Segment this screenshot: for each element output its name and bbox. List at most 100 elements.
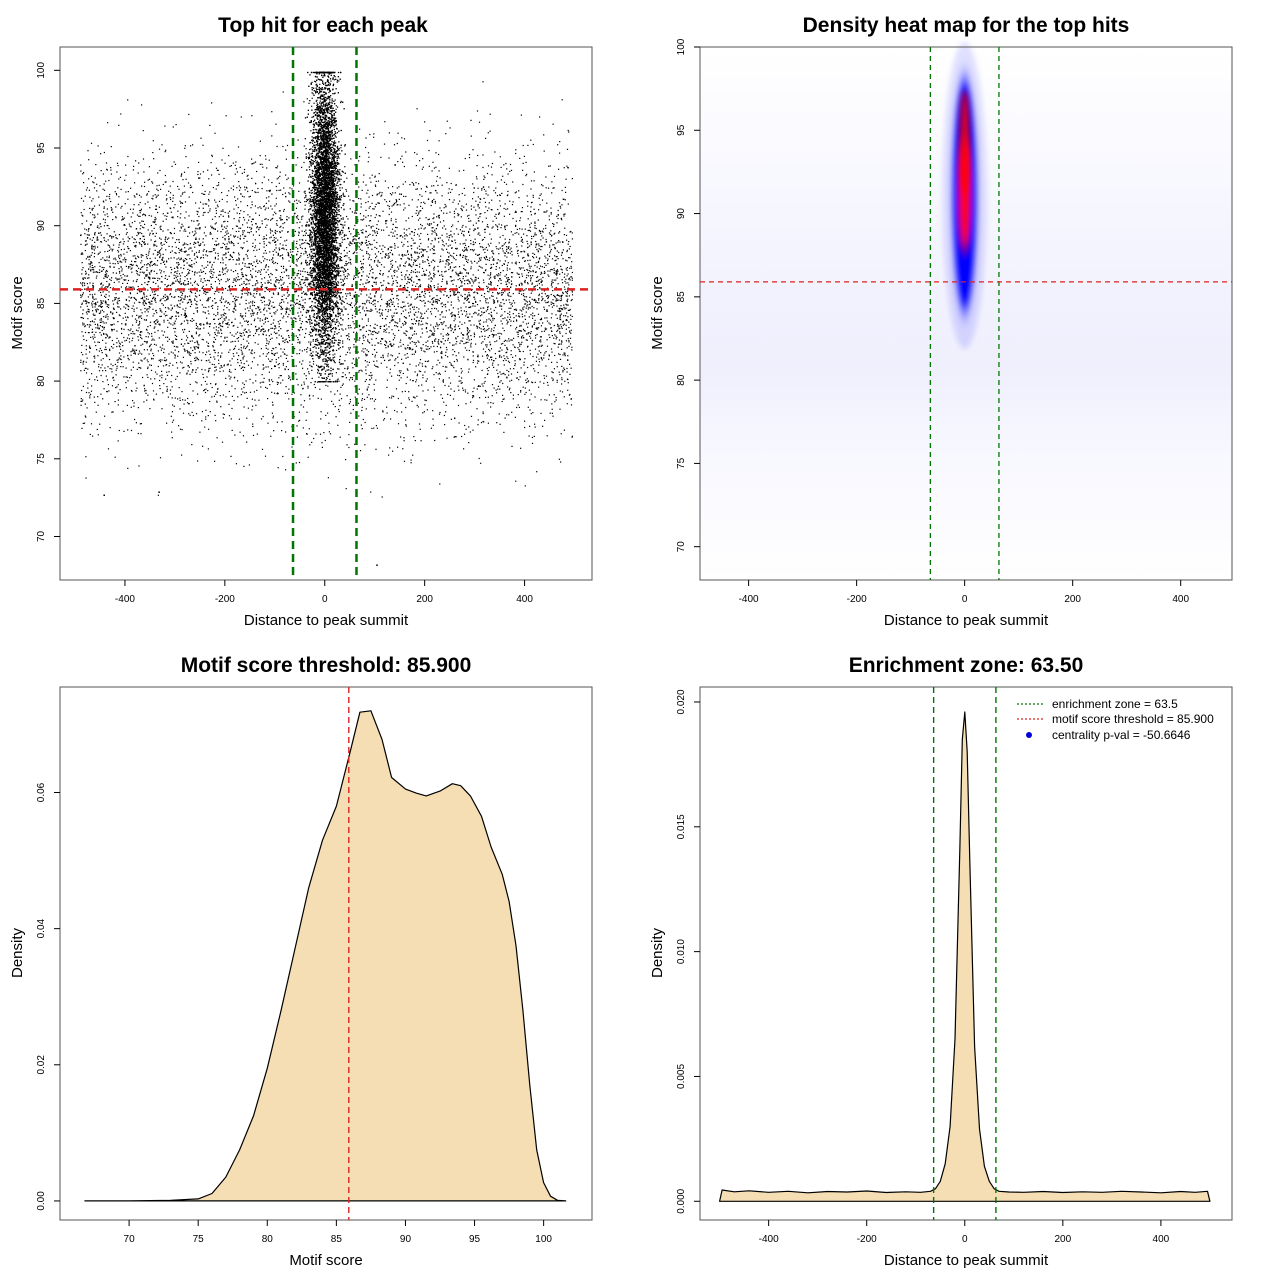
scatter-point	[347, 293, 349, 295]
scatter-point	[119, 346, 121, 348]
scatter-point	[415, 264, 417, 266]
scatter-point	[446, 259, 448, 261]
scatter-point	[112, 219, 114, 221]
scatter-point	[144, 300, 146, 302]
scatter-point	[534, 348, 537, 350]
scatter-point	[545, 257, 547, 259]
scatter-point	[386, 412, 388, 414]
scatter-point	[540, 357, 542, 359]
scatter-point	[303, 307, 305, 309]
scatter-point	[230, 341, 232, 343]
scatter-point	[163, 319, 165, 321]
scatter-point	[437, 310, 439, 312]
scatter-point	[226, 201, 228, 203]
scatter-point	[164, 238, 166, 240]
scatter-point	[296, 353, 298, 355]
scatter-point	[509, 314, 511, 316]
scatter-point	[535, 301, 537, 303]
scatter-point	[511, 379, 513, 381]
scatter-point	[309, 169, 311, 171]
scatter-point	[400, 436, 402, 438]
scatter-point	[545, 211, 547, 213]
scatter-point	[509, 387, 511, 389]
scatter-point	[485, 391, 487, 393]
scatter-point	[273, 348, 275, 350]
scatter-point	[444, 316, 446, 318]
scatter-point	[112, 272, 114, 274]
scatter-point	[338, 344, 340, 346]
scatter-point	[372, 230, 374, 232]
scatter-point	[477, 187, 479, 189]
scatter-point	[212, 345, 214, 347]
scatter-point	[141, 232, 143, 235]
scatter-point	[280, 382, 282, 384]
scatter-point	[419, 317, 421, 319]
scatter-point	[311, 226, 313, 228]
scatter-point	[111, 208, 113, 210]
scatter-point	[481, 294, 483, 296]
scatter-point	[504, 260, 506, 262]
scatter-point	[521, 316, 524, 318]
scatter-point	[501, 264, 503, 267]
scatter-point	[408, 282, 410, 284]
scatter-point	[444, 290, 446, 293]
scatter-point	[567, 316, 569, 318]
scatter-point	[227, 301, 230, 304]
scatter-point	[345, 263, 347, 265]
scatter-point	[142, 301, 144, 304]
scatter-point	[337, 424, 339, 426]
scatter-point	[506, 248, 508, 250]
scatter-point	[259, 163, 261, 165]
scatter-point	[149, 325, 151, 327]
scatter-point	[276, 220, 278, 222]
scatter-point	[214, 298, 216, 300]
scatter-point	[382, 410, 384, 412]
scatter-point	[361, 241, 364, 244]
scatter-point	[556, 366, 558, 368]
scatter-point	[446, 212, 448, 214]
scatter-point	[93, 321, 95, 323]
scatter-point	[192, 144, 194, 146]
scatter-point	[160, 242, 162, 244]
scatter-point	[282, 227, 284, 229]
scatter-point	[135, 280, 138, 282]
scatter-point	[540, 193, 542, 195]
scatter-point	[324, 439, 326, 442]
scatter-point	[302, 360, 304, 362]
scatter-point	[367, 234, 370, 237]
scatter-point	[518, 197, 520, 199]
scatter-point	[197, 173, 199, 176]
scatter-point	[209, 233, 211, 235]
scatter-point	[253, 312, 255, 314]
scatter-point	[160, 228, 162, 231]
scatter-point	[285, 357, 287, 359]
scatter-point	[181, 293, 184, 295]
scatter-point	[472, 274, 474, 276]
scatter-point	[258, 306, 260, 308]
scatter-point	[188, 299, 190, 301]
scatter-point	[180, 314, 183, 316]
scatter-point	[346, 302, 348, 305]
scatter-point	[291, 254, 293, 256]
scatter-point	[118, 342, 121, 344]
scatter-point	[282, 364, 284, 366]
scatter-point	[85, 189, 88, 191]
scatter-point	[212, 187, 214, 189]
scatter-point	[320, 307, 323, 309]
scatter-point	[265, 287, 268, 289]
scatter-point	[279, 319, 281, 322]
scatter-point	[344, 264, 346, 267]
scatter-point	[524, 289, 526, 291]
scatter-point	[335, 372, 337, 374]
scatter-point	[433, 198, 435, 200]
scatter-point	[391, 205, 393, 207]
scatter-point	[532, 382, 534, 384]
scatter-point	[305, 279, 307, 281]
scatter-point	[283, 315, 285, 317]
scatter-point	[417, 340, 419, 342]
scatter-point	[125, 382, 127, 384]
scatter-point	[120, 366, 122, 368]
scatter-point	[280, 219, 282, 221]
scatter-point	[501, 224, 503, 226]
scatter-point	[563, 304, 565, 306]
